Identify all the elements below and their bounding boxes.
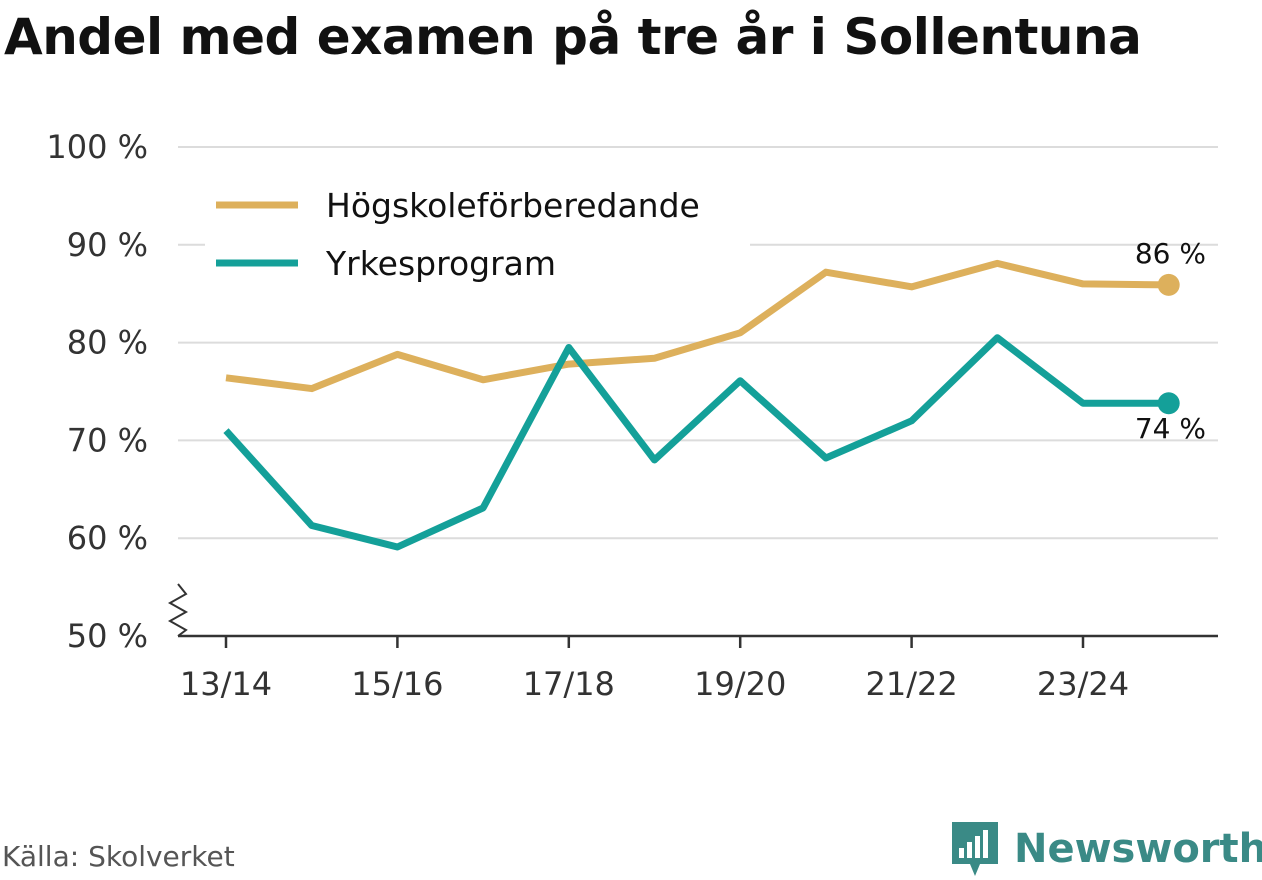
- end-value-label: 86 %: [1135, 237, 1206, 270]
- source-note: Källa: Skolverket: [2, 840, 235, 873]
- axis-break-icon: [167, 583, 189, 637]
- legend-label: Högskoleförberedande: [326, 186, 700, 225]
- end-value-label: 74 %: [1135, 412, 1206, 445]
- brand-name: Newsworthy: [1014, 826, 1262, 872]
- x-tick-label: 17/18: [523, 665, 615, 703]
- series-line-0: [225, 259, 1169, 393]
- x-tick-label: 15/16: [351, 665, 443, 703]
- x-tick-label: 23/24: [1037, 665, 1129, 703]
- y-tick-label: 90 %: [67, 226, 148, 264]
- brand-logo: Newsworthy: [950, 818, 1262, 880]
- legend-label: Yrkesprogram: [325, 244, 556, 283]
- legend: Högskoleförberedande Yrkesprogram: [205, 178, 750, 286]
- x-axis: 13/14 15/16 17/18 19/20 21/22 23/24: [178, 634, 1218, 703]
- chart-title: Andel med examen på tre år i Sollentuna: [4, 8, 1142, 66]
- y-tick-label: 100 %: [46, 128, 148, 166]
- legend-background: [205, 178, 750, 286]
- x-tick-label: 13/14: [180, 665, 272, 703]
- y-axis: 50 % 60 % 70 % 80 % 90 % 100 %: [46, 128, 189, 655]
- x-tick-label: 21/22: [865, 665, 957, 703]
- series-end-point-1: [1157, 392, 1180, 415]
- series-end-point-0: [1157, 273, 1180, 296]
- y-tick-label: 80 %: [67, 324, 148, 362]
- y-tick-label: 60 %: [67, 519, 148, 557]
- series-lines: [223, 259, 1180, 551]
- end-labels: 86 % 74 %: [1135, 237, 1206, 445]
- series-line-1: [223, 334, 1169, 551]
- y-tick-label: 70 %: [67, 421, 148, 459]
- y-tick-label: 50 %: [67, 617, 148, 655]
- x-tick-label: 19/20: [694, 665, 786, 703]
- bar-chart-logo-icon: [952, 822, 998, 876]
